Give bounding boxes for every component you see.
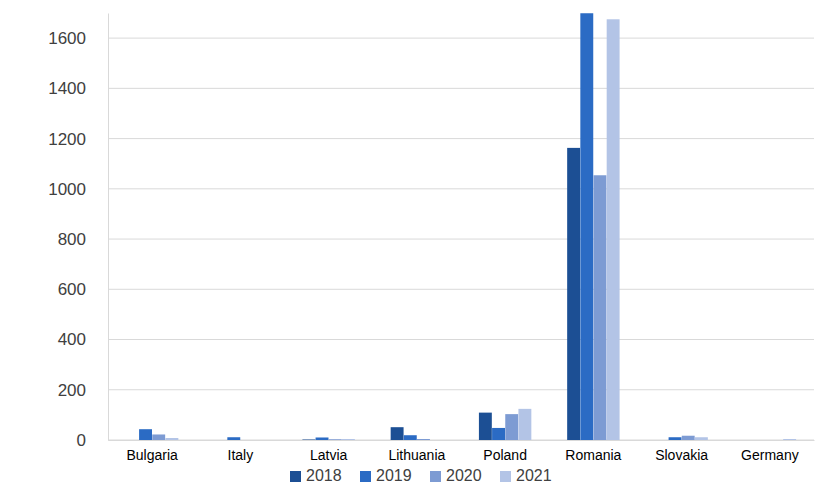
y-tick: 1600: [48, 29, 108, 48]
bar: [316, 437, 329, 440]
x-tick-label: Bulgaria: [126, 447, 178, 463]
y-tick-label: 1400: [48, 79, 86, 98]
x-tick-label: Germany: [741, 447, 799, 463]
bar: [518, 409, 531, 440]
y-tick: 0: [77, 431, 108, 450]
bar: [404, 435, 417, 440]
legend-swatch: [500, 471, 511, 482]
bar: [152, 434, 165, 440]
legend-label: 2020: [446, 467, 482, 484]
grid-line: [108, 88, 814, 89]
bar: [214, 440, 227, 441]
legend-item: 2018: [290, 467, 342, 484]
x-tick-label: Italy: [228, 447, 254, 463]
bar: [254, 440, 267, 441]
x-axis: Bulgaria Italy Latvia Lithuania Poland Romani…: [109, 440, 815, 463]
legend-item: 2019: [360, 467, 412, 484]
bar: [302, 439, 315, 440]
bar: [505, 414, 518, 440]
bar: [227, 437, 240, 440]
y-axis-line: [108, 14, 109, 441]
legend-item: 2020: [430, 467, 482, 484]
x-tick-label: Latvia: [310, 447, 348, 463]
bar: [165, 438, 178, 440]
y-tick: 400: [58, 330, 108, 349]
bar: [139, 429, 152, 440]
bar: [594, 175, 607, 440]
bar: [567, 148, 580, 440]
legend-label: 2021: [516, 467, 552, 484]
legend-swatch: [360, 471, 371, 482]
grid-line: [108, 188, 814, 189]
x-tick: Bulgaria: [126, 440, 178, 463]
y-tick-label: 0: [77, 431, 86, 450]
bar: [655, 440, 668, 441]
bar: [744, 440, 757, 441]
x-tick-label: Lithuania: [388, 447, 445, 463]
bar: [757, 440, 770, 441]
y-tick-label: 1200: [48, 130, 86, 149]
bar: [580, 13, 593, 440]
legend-item: 2021: [500, 467, 552, 484]
x-tick: Lithuania: [388, 440, 445, 463]
bar: [783, 439, 796, 440]
bar: [770, 440, 783, 441]
legend-swatch: [290, 471, 301, 482]
y-tick-label: 800: [58, 230, 86, 249]
legend: 2018 2019 2020 2021: [290, 467, 552, 484]
grid-line: [108, 389, 814, 390]
grid-line: [108, 239, 814, 240]
bar: [391, 427, 404, 440]
y-tick: 1200: [48, 130, 108, 149]
bar: [682, 436, 695, 440]
x-tick: Slovakia: [655, 440, 708, 463]
grid-line: [108, 339, 814, 340]
x-tick: Italy: [228, 440, 254, 463]
x-tick-label: Romania: [565, 447, 621, 463]
bar: [695, 437, 708, 440]
y-tick-label: 200: [58, 381, 86, 400]
bars: [139, 13, 796, 440]
grid-line: [108, 38, 814, 39]
y-axis: 0 200 400 600 800 1000 1200 1400 1600: [48, 14, 108, 450]
y-tick: 800: [58, 230, 108, 249]
y-tick-label: 1000: [48, 180, 86, 199]
bar: [241, 440, 254, 441]
legend-label: 2018: [306, 467, 342, 484]
y-tick: 600: [58, 280, 108, 299]
chart: 0 200 400 600 800 1000 1200 1400 1600 Bulgaria Ita…: [0, 0, 820, 494]
x-axis-line: [109, 440, 815, 441]
x-tick: Germany: [741, 440, 799, 463]
bar: [479, 413, 492, 440]
y-tick: 200: [58, 381, 108, 400]
y-tick-label: 1600: [48, 29, 86, 48]
bar: [669, 437, 682, 440]
x-tick-label: Poland: [483, 447, 527, 463]
y-tick-label: 600: [58, 280, 86, 299]
plot: 0 200 400 600 800 1000 1200 1400 1600 Bulgaria Ita…: [48, 13, 814, 463]
bar: [126, 440, 139, 441]
y-tick: 1400: [48, 79, 108, 98]
x-tick: Latvia: [310, 440, 348, 463]
legend-label: 2019: [376, 467, 412, 484]
x-tick: Poland: [483, 440, 527, 463]
grid-line: [108, 440, 814, 441]
bar: [417, 439, 430, 440]
grid: [108, 38, 814, 440]
bar: [492, 428, 505, 440]
bar: [329, 439, 342, 440]
x-tick-label: Slovakia: [655, 447, 708, 463]
y-tick: 1000: [48, 180, 108, 199]
bar: [342, 439, 355, 440]
grid-line: [108, 289, 814, 290]
x-tick: Romania: [565, 440, 621, 463]
bar: [607, 19, 620, 440]
legend-swatch: [430, 471, 441, 482]
bar: [430, 440, 443, 441]
y-tick-label: 400: [58, 330, 86, 349]
grid-line: [108, 138, 814, 139]
